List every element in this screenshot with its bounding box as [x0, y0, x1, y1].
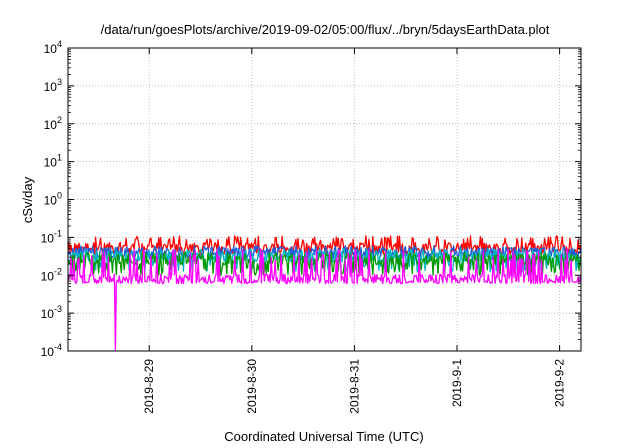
y-tick-label: 10-1 — [41, 228, 62, 245]
y-tick-label: 10-2 — [41, 266, 62, 283]
y-tick-label: 10-4 — [41, 342, 62, 359]
chart-title: /data/run/goesPlots/archive/2019-09-02/0… — [101, 22, 550, 37]
x-axis: 2019-8-29 2019-8-30 2019-8-31 2019-9-1 2019-… — [142, 48, 567, 414]
y-tick-label: 100 — [44, 191, 62, 208]
x-tick-label: 2019-8-31 — [347, 359, 361, 414]
x-axis-label: Coordinated Universal Time (UTC) — [224, 429, 423, 444]
y-tick-label: 102 — [44, 115, 62, 132]
y-tick-label: 103 — [44, 77, 62, 94]
grid-lines — [68, 48, 581, 351]
y-tick-label: 101 — [44, 153, 62, 170]
y-axis: 10-4 10-3 10-2 10-1 100 101 102 103 104 — [41, 39, 581, 359]
x-tick-label: 2019-8-29 — [142, 359, 156, 414]
y-axis-label: cSv/day — [20, 176, 35, 223]
series-line-5 — [67, 248, 582, 352]
x-tick-label: 2019-9-1 — [450, 359, 464, 407]
plot-area — [67, 235, 582, 352]
y-tick-label: 104 — [44, 39, 62, 56]
x-tick-label: 2019-8-30 — [245, 359, 259, 414]
y-tick-label: 10-3 — [41, 304, 62, 321]
x-tick-label: 2019-9-2 — [553, 359, 567, 407]
plot-frame — [67, 47, 582, 352]
